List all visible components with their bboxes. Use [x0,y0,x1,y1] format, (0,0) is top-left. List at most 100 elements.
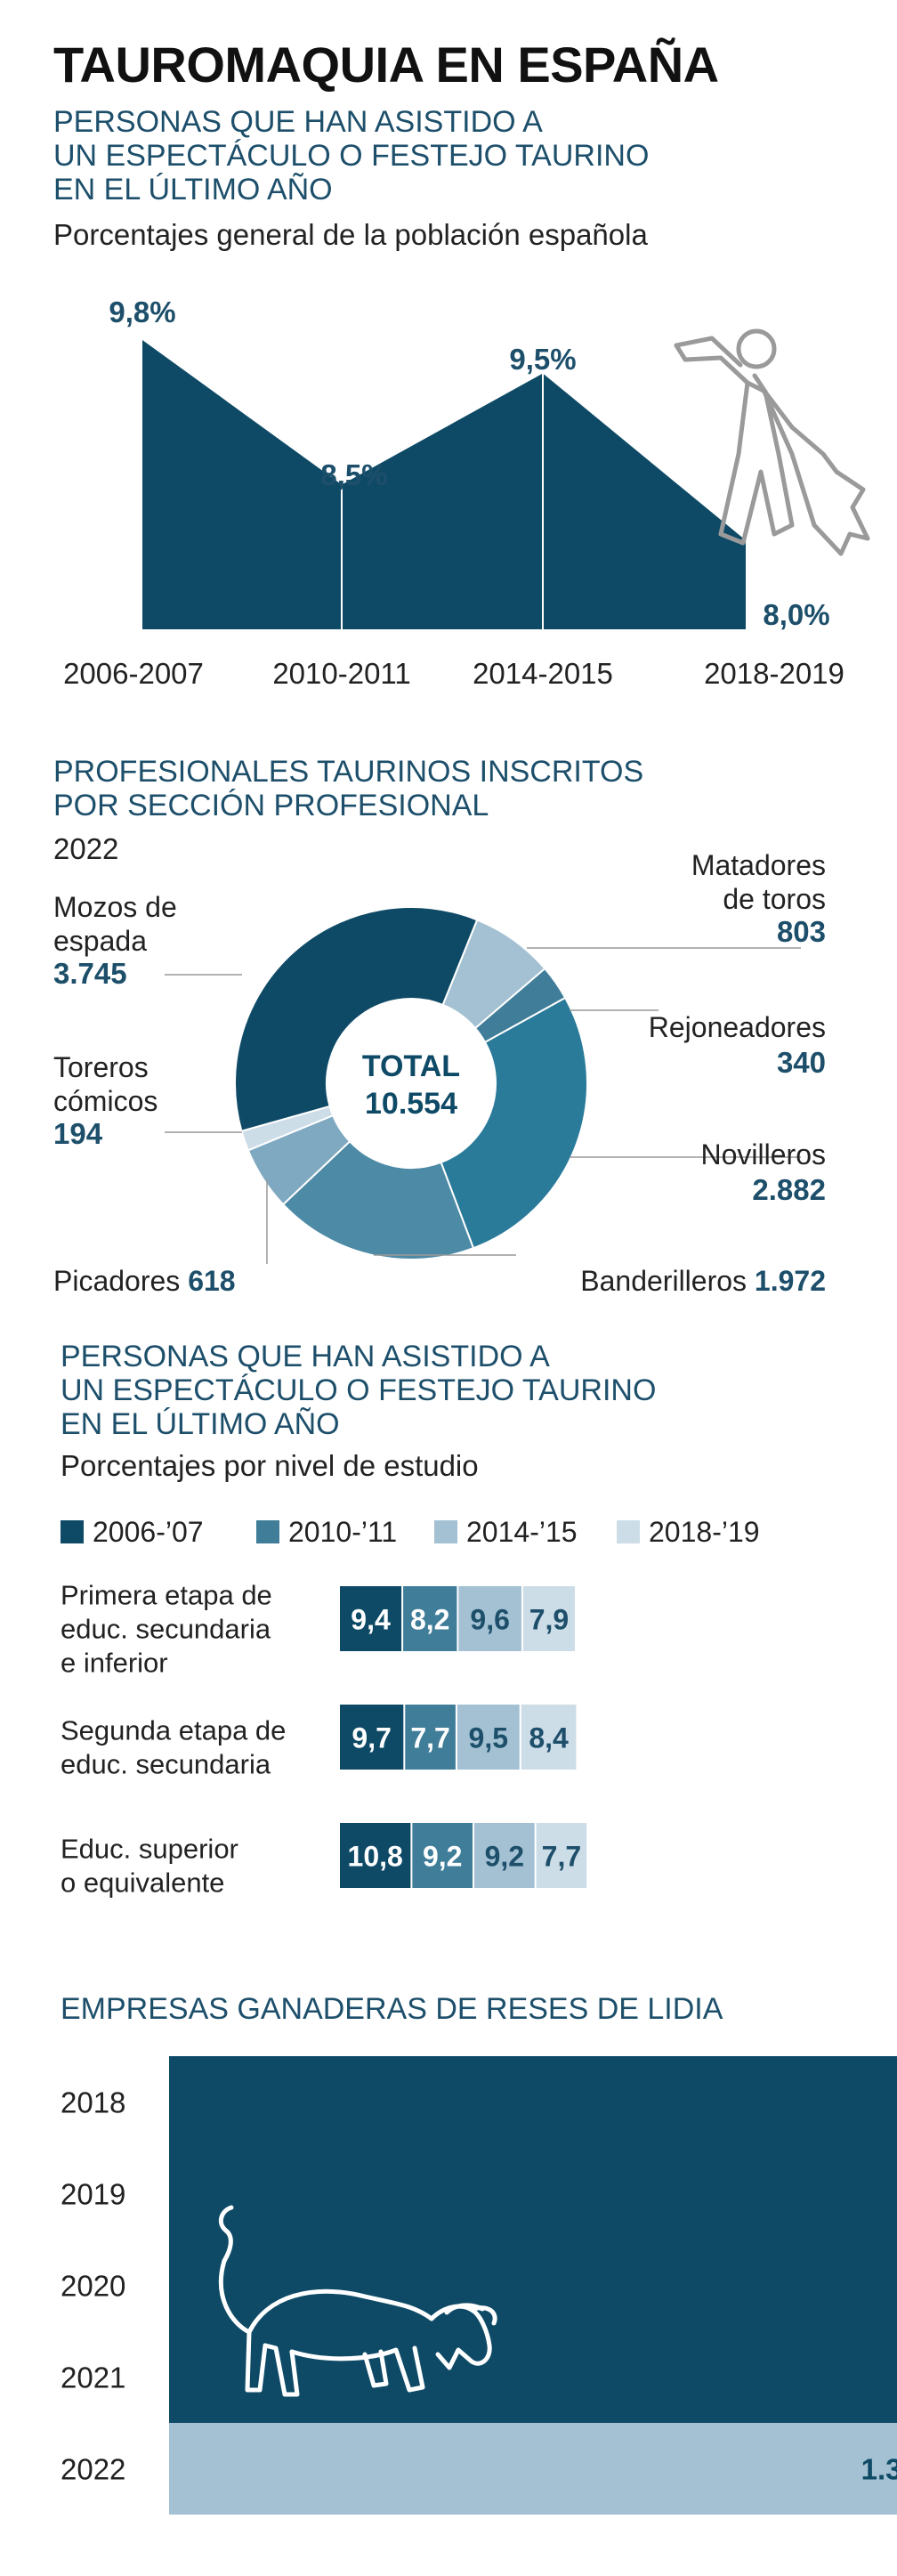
education-chart-title: PERSONAS QUE HAN ASISTIDO A UN ESPECTÁCU… [61,1340,657,1441]
stacked-bar-segment [474,1823,535,1888]
slice-name-line: espada [53,925,147,957]
segment-value-label: 9,4 [351,1604,391,1636]
segment-value-label: 8,2 [410,1604,449,1636]
bar [169,2240,897,2332]
stacked-bar-segment [405,1705,456,1770]
slice-name: Picadores [53,1265,188,1297]
data-label: 9,8% [109,296,175,328]
category-label-line: Segunda etapa de [61,1715,286,1746]
segment-value-label: 7,7 [410,1722,449,1754]
slice-value: 3.745 [53,957,127,990]
legend-swatch [617,1520,640,1543]
slice-name: Matadores de toros [691,849,826,915]
stacked-bar-segment [457,1705,520,1770]
ranches-bar-chart: 20181.33720191.33920201.34520211.3482022… [61,2056,897,2515]
slice-name-line: Rejoneadores [649,1011,826,1043]
main-title: TAUROMAQUIA EN ESPAÑA [53,36,719,93]
slice-value: 618 [188,1265,235,1297]
category-label-line: Primera etapa de [61,1580,272,1611]
slice-value: 2.882 [752,1173,826,1206]
category-label-line: e inferior [61,1648,168,1679]
slice-name: Toreros cómicos [53,1051,158,1117]
y-tick-label: 2019 [61,2178,125,2211]
stacked-bar-segment [536,1823,587,1888]
y-tick-label: 2021 [61,2361,125,2394]
legend-swatch [256,1520,279,1543]
x-tick-label: 2006-2007 [63,657,204,690]
segment-value-label: 9,7 [352,1722,391,1754]
education-chart-subtitle: Porcentajes por nivel de estudio [61,1449,479,1482]
slice-name-line: Novilleros [701,1138,826,1171]
segment-value-label: 10,8 [348,1841,403,1873]
bar [169,2148,897,2240]
category-label-line: o equivalente [61,1867,224,1899]
bull-icon [218,2205,497,2397]
slice-value: 194 [53,1117,103,1150]
legend-label: 2010-’11 [288,1516,397,1548]
category-label: Segunda etapa de educ. secundaria [61,1715,286,1780]
slice-name-line: Matadores [691,849,826,881]
slice-name-line: Toreros [53,1051,149,1083]
slice-name: Rejoneadores [649,1011,826,1043]
category-label-line: educ. secundaria [61,1749,271,1780]
attendance-chart-subtitle: Porcentajes general de la población espa… [53,218,648,251]
stacked-bar-segment [340,1823,411,1888]
slice-label: Banderilleros 1.972 [580,1265,826,1297]
attendance-chart-title: PERSONAS QUE HAN ASISTIDO A UN ESPECTÁCU… [53,105,650,207]
stacked-bar-segment [412,1823,473,1888]
legend-label: 2006-’07 [93,1516,204,1548]
attendance-area-chart: 9,8% 8,5% 9,5% 8,0% 2006-2007 2010-2011 2014-2… [63,296,844,690]
y-tick-label: 2020 [61,2270,125,2303]
donut-center-value: 10.554 [365,1087,457,1121]
education-stacked-chart: 2006-’07 2010-’11 2014-’15 2018-’19 Primera … [61,1516,760,1899]
x-tick-label: 2014-2015 [473,657,613,690]
donut-slice [234,906,479,1132]
slice-name-line: cómicos [53,1085,158,1117]
legend-label: 2014-’15 [466,1516,578,1548]
slice-name: Banderilleros [580,1265,755,1297]
data-label: 8,0% [763,598,829,631]
x-tick-label: 2010-2011 [272,657,410,690]
data-label: 8,5% [320,458,387,491]
stacked-bar-segment [340,1586,402,1651]
professionals-chart-title: PROFESIONALES TAURINOS INSCRITOS POR SEC… [53,755,644,822]
segment-value-label: 9,5 [469,1722,508,1754]
legend-swatch [434,1520,457,1543]
slice-name: Mozos de espada [53,891,177,957]
y-tick-label: 2018 [61,2086,125,2119]
slice-name-line: de toros [723,883,826,915]
category-label: Educ. superior o equivalente [61,1834,238,1899]
slice-value: 803 [777,915,826,948]
slice-name: Novilleros [701,1138,826,1171]
category-label-line: educ. secundaria [61,1614,271,1645]
professionals-chart-subtitle: 2022 [53,832,119,865]
stacked-bar-segment [403,1586,457,1651]
segment-value-label: 7,7 [542,1841,581,1873]
slice-name-line: Mozos de [53,891,177,923]
attendance-area [142,340,746,629]
data-label: 9,5% [509,343,576,376]
category-label-line: Educ. superior [61,1834,238,1865]
segment-value-label: 9,2 [423,1841,462,1873]
bar [169,2056,897,2149]
bar [169,2331,897,2424]
donut-center-label: TOTAL [362,1049,460,1083]
category-label: Primera etapa de educ. secundaria e inferi… [61,1580,272,1679]
ranches-chart-title: EMPRESAS GANADERAS DE RESES DE LIDIA [61,1992,723,2026]
segment-value-label: 7,9 [529,1604,569,1636]
segment-value-label: 8,4 [529,1722,569,1754]
segment-value-label: 9,6 [470,1604,509,1636]
bullfighter-icon [674,328,870,556]
stacked-bar-segment [458,1586,521,1651]
segment-value-label: 9,2 [485,1841,524,1873]
y-tick-label: 2022 [61,2453,125,2486]
stacked-bar-segment [521,1705,577,1770]
bar [169,2423,897,2515]
slice-value: 1.972 [755,1265,826,1297]
legend-label: 2018-’19 [649,1516,760,1548]
slice-label: Picadores 618 [53,1265,236,1297]
legend-swatch [61,1520,84,1543]
x-tick-label: 2018-2019 [704,657,844,690]
slice-value: 340 [777,1046,826,1079]
